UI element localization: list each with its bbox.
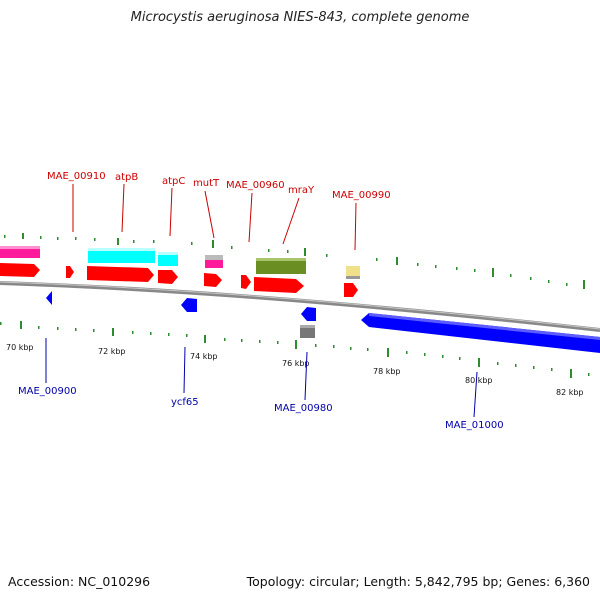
- forward-label-mray[interactable]: mraY: [288, 185, 315, 196]
- scale-label-72kbp: 72 kbp: [98, 347, 126, 356]
- forward-cds-arrow[interactable]: [158, 270, 178, 284]
- atp-feature-1[interactable]: [88, 248, 155, 263]
- mutt-feature-magenta[interactable]: [205, 260, 223, 268]
- forward-label-atpb[interactable]: atpB: [115, 172, 138, 183]
- forward-cds-arrow[interactable]: [87, 266, 154, 282]
- scale-label-74kbp: 74 kbp: [190, 352, 218, 361]
- forward-cds-arrow[interactable]: [204, 273, 222, 287]
- scale-label-80kbp: 80 kbp: [465, 376, 493, 385]
- reverse-label-mae-00900[interactable]: MAE_00900: [18, 386, 77, 397]
- reverse-label-ycf65[interactable]: ycf65: [171, 397, 199, 408]
- reverse-cds-arrow-long[interactable]: [361, 313, 600, 353]
- reverse-cds-arrow[interactable]: [301, 307, 316, 321]
- olive-feature[interactable]: [256, 258, 306, 274]
- forward-cds-arrow[interactable]: [0, 263, 40, 277]
- reverse-cds-row[interactable]: [46, 291, 600, 353]
- grey-reverse-feature[interactable]: [300, 325, 315, 338]
- forward-cds-arrow[interactable]: [241, 275, 251, 289]
- reverse-label-mae-00980[interactable]: MAE_00980: [274, 403, 333, 414]
- forward-label-atpc[interactable]: atpC: [162, 176, 185, 187]
- forward-label-mae-00910[interactable]: MAE_00910: [47, 171, 106, 182]
- mutt-feature-grey[interactable]: [205, 255, 223, 260]
- scale-label-76kbp: 76 kbp: [282, 359, 310, 368]
- upper-tick-ring: [4, 233, 585, 289]
- khaki-feature[interactable]: [346, 266, 360, 278]
- reverse-label-leaders: [45, 338, 478, 418]
- forward-cds-arrow[interactable]: [344, 283, 358, 297]
- forward-cds-arrow[interactable]: [66, 266, 74, 278]
- reverse-cds-arrow[interactable]: [181, 298, 197, 312]
- forward-label-mutt[interactable]: mutT: [193, 178, 220, 189]
- genome-title: Microcystis aeruginosa NIES-843, complet…: [130, 10, 470, 25]
- upper-feature-row[interactable]: [0, 246, 360, 279]
- forward-label-mae-00960[interactable]: MAE_00960: [226, 180, 285, 191]
- scale-label-82kbp: 82 kbp: [556, 388, 584, 397]
- forward-label-mae-00990[interactable]: MAE_00990: [332, 190, 391, 201]
- lower-tick-ring: [0, 321, 590, 378]
- forward-label-leaders: [72, 183, 357, 251]
- forward-cds-arrow[interactable]: [254, 277, 304, 293]
- scale-label-78kbp: 78 kbp: [373, 367, 401, 376]
- accession-text: Accession: NC_010296: [8, 574, 151, 589]
- reverse-label-mae-01000[interactable]: MAE_01000: [445, 420, 504, 431]
- genome-backbone: [0, 281, 600, 332]
- forward-cds-row[interactable]: [0, 263, 358, 297]
- scale-label-70kbp: 70 kbp: [6, 343, 34, 352]
- reverse-cds-arrow[interactable]: [46, 291, 52, 305]
- genome-summary-text: Topology: circular; Length: 5,842,795 bp…: [246, 574, 590, 589]
- atp-feature-2[interactable]: [158, 252, 178, 266]
